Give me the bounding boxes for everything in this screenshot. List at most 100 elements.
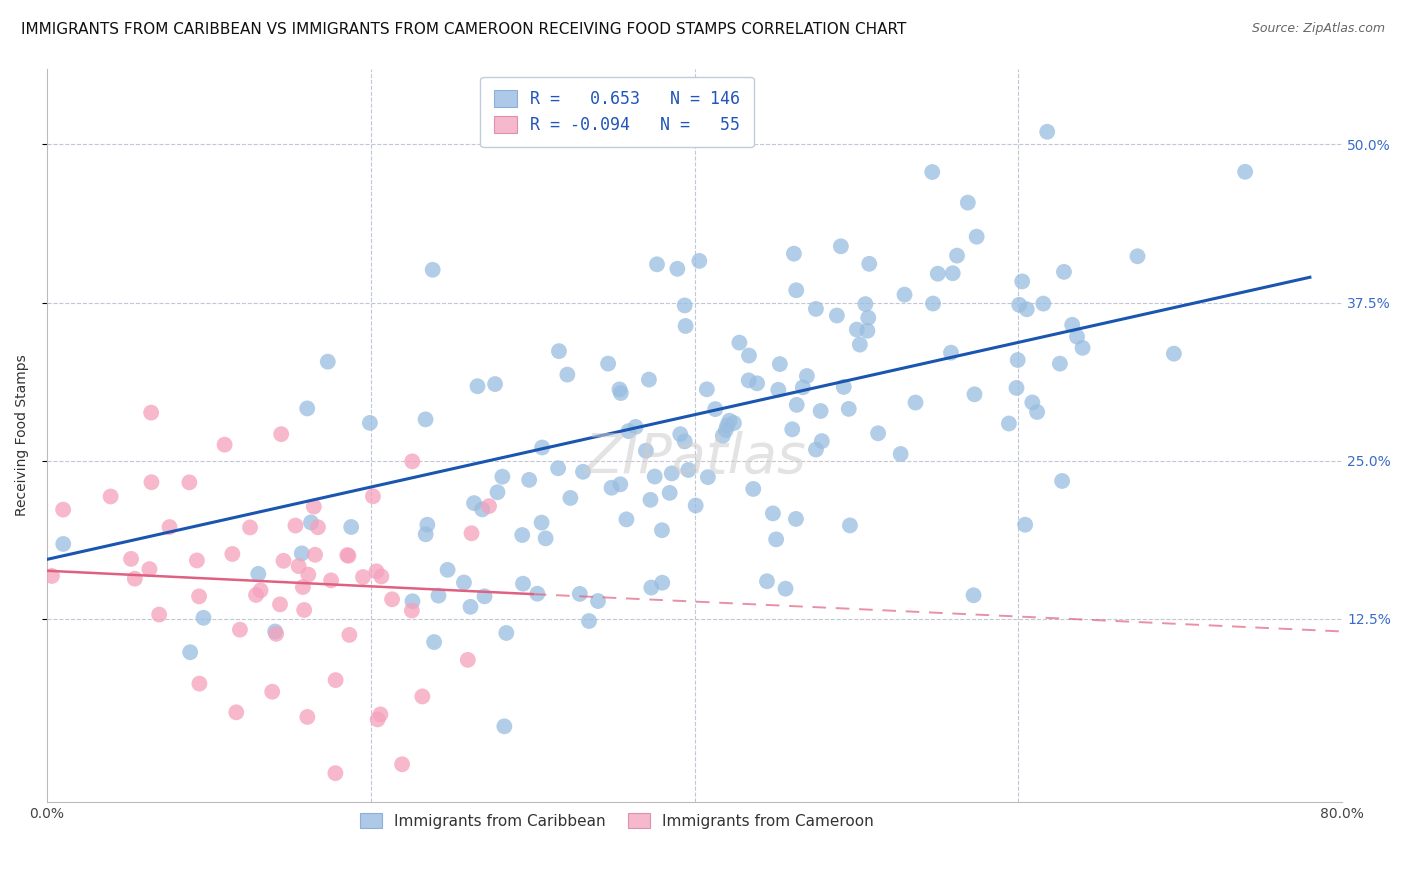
Point	[1011, 274, 1033, 288]
Point	[401, 603, 423, 617]
Text: ZIPatlas: ZIPatlas	[583, 431, 806, 483]
Point	[644, 469, 666, 483]
Point	[810, 404, 832, 418]
Point	[214, 437, 236, 451]
Point	[337, 628, 360, 642]
Point	[1007, 353, 1029, 368]
Point	[756, 574, 779, 589]
Point	[609, 477, 631, 491]
Y-axis label: Receiving Food Stamps: Receiving Food Stamps	[15, 354, 30, 516]
Point	[494, 719, 516, 733]
Point	[634, 443, 657, 458]
Point	[610, 386, 633, 401]
Point	[723, 416, 745, 430]
Point	[780, 422, 803, 436]
Point	[337, 549, 360, 563]
Point	[526, 587, 548, 601]
Point	[319, 574, 342, 588]
Point	[188, 590, 211, 604]
Point	[858, 257, 880, 271]
Point	[939, 345, 962, 359]
Point	[316, 354, 339, 368]
Point	[1015, 302, 1038, 317]
Point	[478, 499, 501, 513]
Point	[678, 463, 700, 477]
Point	[361, 489, 384, 503]
Point	[1026, 405, 1049, 419]
Point	[247, 566, 270, 581]
Point	[547, 461, 569, 475]
Point	[786, 398, 808, 412]
Point	[179, 645, 201, 659]
Point	[675, 318, 697, 333]
Point	[512, 576, 534, 591]
Point	[510, 528, 533, 542]
Point	[685, 499, 707, 513]
Legend: Immigrants from Caribbean, Immigrants from Cameroon: Immigrants from Caribbean, Immigrants fr…	[354, 807, 880, 835]
Point	[1062, 318, 1084, 332]
Point	[669, 427, 692, 442]
Point	[474, 590, 496, 604]
Point	[946, 249, 969, 263]
Point	[1053, 265, 1076, 279]
Point	[804, 301, 827, 316]
Point	[560, 491, 582, 505]
Point	[284, 518, 307, 533]
Point	[193, 611, 215, 625]
Point	[491, 469, 513, 483]
Point	[415, 412, 437, 426]
Point	[325, 766, 347, 780]
Point	[811, 434, 834, 448]
Point	[738, 373, 761, 387]
Point	[340, 520, 363, 534]
Point	[696, 382, 718, 396]
Point	[297, 710, 319, 724]
Point	[221, 547, 243, 561]
Point	[998, 417, 1021, 431]
Point	[557, 368, 579, 382]
Point	[370, 707, 392, 722]
Point	[292, 603, 315, 617]
Point	[728, 335, 751, 350]
Point	[264, 627, 287, 641]
Point	[578, 614, 600, 628]
Point	[52, 537, 75, 551]
Point	[616, 512, 638, 526]
Point	[856, 324, 879, 338]
Point	[534, 532, 557, 546]
Point	[966, 229, 988, 244]
Point	[370, 569, 392, 583]
Point	[52, 502, 75, 516]
Point	[1036, 125, 1059, 139]
Point	[832, 380, 855, 394]
Point	[416, 517, 439, 532]
Point	[769, 357, 792, 371]
Point	[942, 266, 965, 280]
Point	[471, 502, 494, 516]
Point	[600, 481, 623, 495]
Point	[1049, 357, 1071, 371]
Point	[141, 475, 163, 490]
Point	[391, 757, 413, 772]
Point	[792, 380, 814, 394]
Point	[367, 713, 389, 727]
Point	[839, 518, 862, 533]
Point	[148, 607, 170, 622]
Point	[765, 533, 787, 547]
Point	[775, 582, 797, 596]
Point	[453, 575, 475, 590]
Point	[352, 570, 374, 584]
Point	[186, 553, 208, 567]
Point	[586, 594, 609, 608]
Point	[249, 583, 271, 598]
Point	[838, 401, 860, 416]
Point	[179, 475, 201, 490]
Point	[270, 427, 292, 442]
Point	[711, 428, 734, 442]
Point	[411, 690, 433, 704]
Point	[572, 465, 595, 479]
Point	[463, 496, 485, 510]
Point	[225, 706, 247, 720]
Point	[783, 246, 806, 260]
Point	[325, 673, 347, 687]
